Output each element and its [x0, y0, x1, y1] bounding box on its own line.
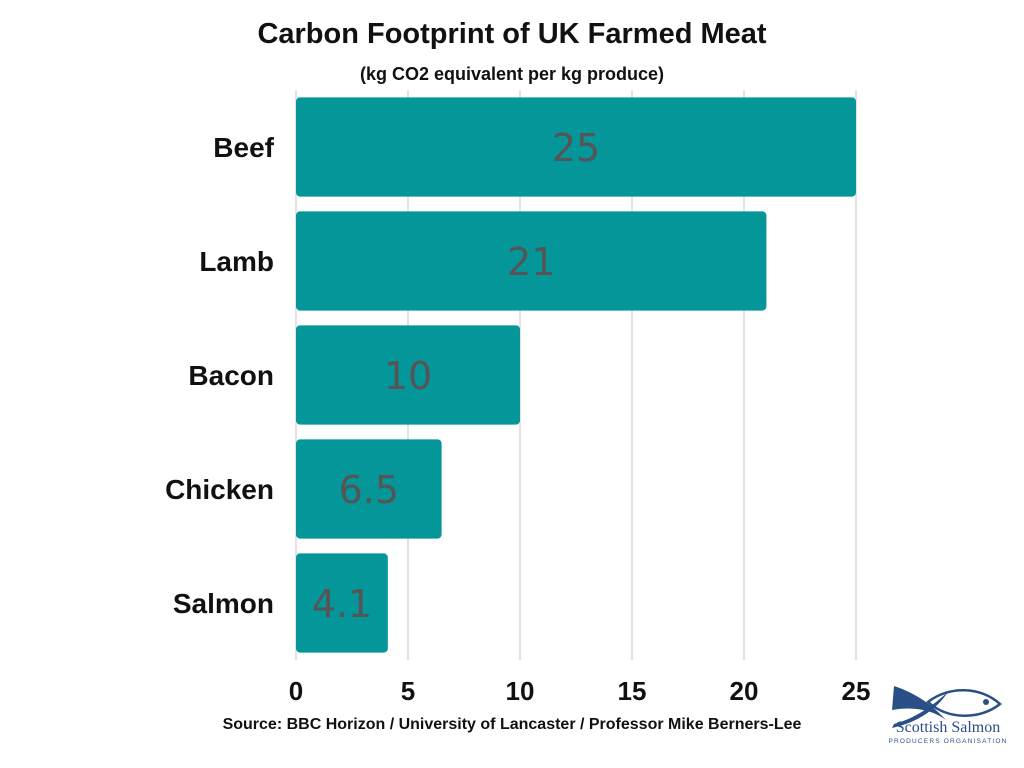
value-label-bacon: 10 [384, 354, 432, 398]
chart-title: Carbon Footprint of UK Farmed Meat [257, 18, 767, 50]
bar-lamb [296, 211, 767, 311]
bar-chicken [296, 439, 442, 539]
x-tick-label-4: 20 [730, 676, 759, 706]
fish-logo-icon [892, 686, 1002, 728]
x-tick-label-5: 25 [842, 676, 871, 706]
x-tick-label-3: 15 [618, 676, 647, 706]
logo-name: Scottish Salmon [895, 719, 1001, 736]
chart-subtitle: (kg CO2 equivalent per kg produce) [359, 64, 665, 84]
value-label-beef: 25 [552, 126, 600, 170]
bar-salmon [296, 553, 388, 653]
x-tick-label-2: 10 [506, 676, 535, 706]
value-label-lamb: 21 [507, 240, 555, 284]
logo-subtitle: PRODUCERS ORGANISATION [888, 738, 1008, 745]
value-label-salmon: 4.1 [312, 582, 372, 626]
x-tick-label-0: 0 [289, 676, 303, 706]
source-note: Source: BBC Horizon / University of Lanc… [222, 716, 802, 733]
bar-bacon [296, 325, 520, 425]
category-label-bacon: Bacon [188, 360, 274, 391]
value-label-chicken: 6.5 [339, 468, 399, 512]
category-label-salmon: Salmon [173, 588, 274, 619]
bar-beef [296, 97, 856, 197]
category-label-lamb: Lamb [199, 246, 274, 277]
category-label-beef: Beef [213, 132, 274, 163]
category-label-chicken: Chicken [165, 474, 274, 505]
x-tick-label-1: 5 [401, 676, 415, 706]
